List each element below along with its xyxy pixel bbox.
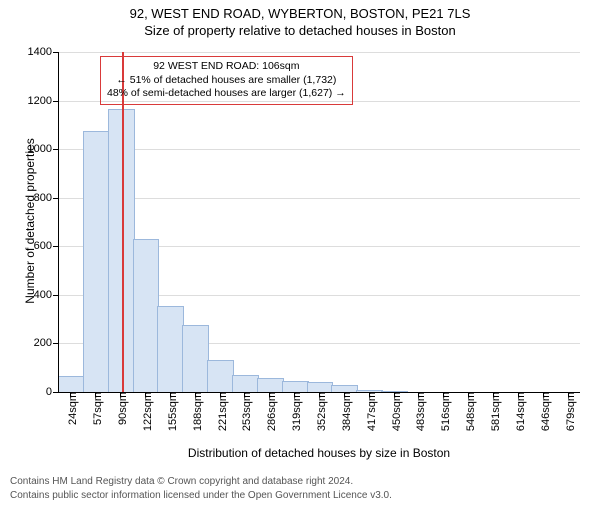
chart-title-line1: 92, WEST END ROAD, WYBERTON, BOSTON, PE2… bbox=[0, 6, 600, 21]
chart-title-line2: Size of property relative to detached ho… bbox=[0, 23, 600, 38]
histogram-bar bbox=[207, 360, 234, 392]
annotation-line: 92 WEST END ROAD: 106sqm bbox=[107, 60, 346, 74]
footer-line2: Contains public sector information licen… bbox=[10, 490, 392, 501]
y-axis-spine bbox=[58, 52, 59, 392]
x-tick-label: 417sqm bbox=[360, 392, 378, 431]
histogram-bar bbox=[108, 109, 135, 392]
histogram-bar bbox=[282, 381, 309, 392]
x-tick-label: 384sqm bbox=[335, 392, 353, 431]
y-tick-label: 400 bbox=[34, 289, 58, 301]
x-tick-label: 614sqm bbox=[509, 392, 527, 431]
histogram-bar bbox=[83, 131, 110, 392]
annotation-box: 92 WEST END ROAD: 106sqm ← 51% of detach… bbox=[100, 56, 353, 105]
annotation-line: 48% of semi-detached houses are larger (… bbox=[107, 87, 346, 101]
x-tick-label: 352sqm bbox=[310, 392, 328, 431]
y-tick-label: 0 bbox=[46, 386, 58, 398]
x-tick-label: 286sqm bbox=[260, 392, 278, 431]
y-tick-label: 1200 bbox=[28, 95, 58, 107]
footer-line1: Contains HM Land Registry data © Crown c… bbox=[10, 476, 353, 487]
x-tick-label: 483sqm bbox=[409, 392, 427, 431]
histogram-bar bbox=[133, 239, 160, 392]
histogram-bar bbox=[157, 306, 184, 392]
histogram-bar bbox=[58, 376, 85, 392]
y-tick-label: 600 bbox=[34, 240, 58, 252]
x-tick-label: 188sqm bbox=[186, 392, 204, 431]
x-tick-label: 122sqm bbox=[136, 392, 154, 431]
histogram-bar bbox=[331, 385, 358, 392]
x-tick-label: 90sqm bbox=[111, 392, 129, 425]
histogram-bar bbox=[257, 378, 284, 392]
x-tick-label: 253sqm bbox=[235, 392, 253, 431]
x-tick-label: 679sqm bbox=[559, 392, 577, 431]
grid-line bbox=[58, 149, 580, 150]
histogram-bar bbox=[182, 325, 209, 392]
x-axis-spine bbox=[58, 392, 580, 393]
y-tick-label: 1400 bbox=[28, 46, 58, 58]
x-tick-label: 548sqm bbox=[459, 392, 477, 431]
y-tick-label: 200 bbox=[34, 337, 58, 349]
x-tick-label: 450sqm bbox=[385, 392, 403, 431]
x-axis-label: Distribution of detached houses by size … bbox=[58, 446, 580, 460]
x-tick-label: 646sqm bbox=[534, 392, 552, 431]
y-tick-label: 800 bbox=[34, 192, 58, 204]
grid-line bbox=[58, 52, 580, 53]
x-tick-label: 24sqm bbox=[61, 392, 79, 425]
x-tick-label: 581sqm bbox=[484, 392, 502, 431]
y-axis-label: Number of detached properties bbox=[23, 121, 37, 321]
x-tick-label: 57sqm bbox=[86, 392, 104, 425]
chart-container: 92, WEST END ROAD, WYBERTON, BOSTON, PE2… bbox=[0, 6, 600, 506]
x-tick-label: 155sqm bbox=[161, 392, 179, 431]
grid-line bbox=[58, 198, 580, 199]
annotation-line: ← 51% of detached houses are smaller (1,… bbox=[107, 74, 346, 88]
histogram-bar bbox=[307, 382, 334, 392]
x-tick-label: 319sqm bbox=[285, 392, 303, 431]
x-tick-label: 516sqm bbox=[434, 392, 452, 431]
histogram-bar bbox=[232, 375, 259, 393]
x-tick-label: 221sqm bbox=[211, 392, 229, 431]
